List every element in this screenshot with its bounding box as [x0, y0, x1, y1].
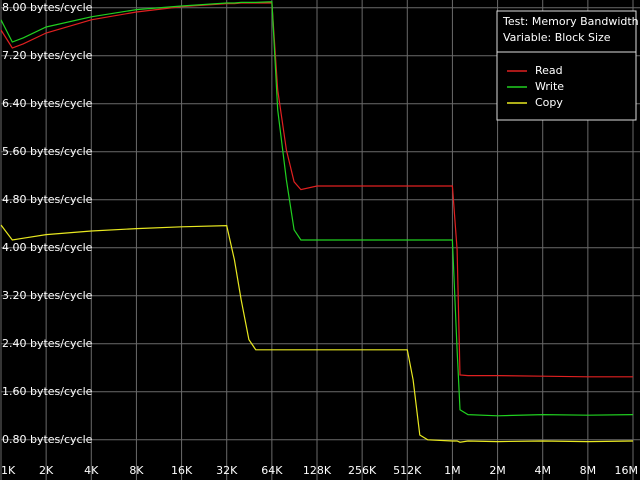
y-tick-label: 6.40 bytes/cycle — [2, 97, 93, 110]
x-tick-label: 4K — [84, 464, 99, 477]
x-tick-label: 16K — [171, 464, 193, 477]
series-line — [0, 224, 634, 443]
x-tick-label: 1K — [1, 464, 16, 477]
legend-box — [496, 10, 637, 121]
x-tick-label: 2K — [39, 464, 54, 477]
legend-label: Read — [535, 64, 563, 77]
legend-annotation: Variable: Block Size — [503, 31, 611, 44]
x-tick-label: 8K — [129, 464, 144, 477]
legend-label: Copy — [535, 96, 563, 109]
y-tick-label: 8.00 bytes/cycle — [2, 1, 93, 14]
x-tick-label: 512K — [393, 464, 422, 477]
x-tick-label: 2M — [489, 464, 506, 477]
x-tick-label: 1M — [444, 464, 461, 477]
y-tick-label: 7.20 bytes/cycle — [2, 49, 93, 62]
legend-label: Write — [535, 80, 564, 93]
y-tick-label: 5.60 bytes/cycle — [2, 145, 93, 158]
y-tick-label: 0.80 bytes/cycle — [2, 433, 93, 446]
y-tick-label: 3.20 bytes/cycle — [2, 289, 93, 302]
series-line — [0, 2, 633, 378]
series-line — [0, 1, 634, 417]
y-tick-label: 4.00 bytes/cycle — [2, 241, 93, 254]
y-tick-label: 4.80 bytes/cycle — [2, 193, 93, 206]
x-tick-label: 32K — [216, 464, 238, 477]
x-tick-label: 16M — [615, 464, 639, 477]
x-tick-label: 128K — [303, 464, 332, 477]
y-tick-label: 2.40 bytes/cycle — [2, 337, 93, 350]
x-tick-label: 64K — [261, 464, 283, 477]
y-tick-label: 1.60 bytes/cycle — [2, 385, 93, 398]
x-tick-label: 256K — [348, 464, 377, 477]
x-tick-label: 8M — [580, 464, 597, 477]
x-tick-label: 4M — [534, 464, 551, 477]
legend-annotation: Test: Memory Bandwidth — [502, 15, 639, 28]
